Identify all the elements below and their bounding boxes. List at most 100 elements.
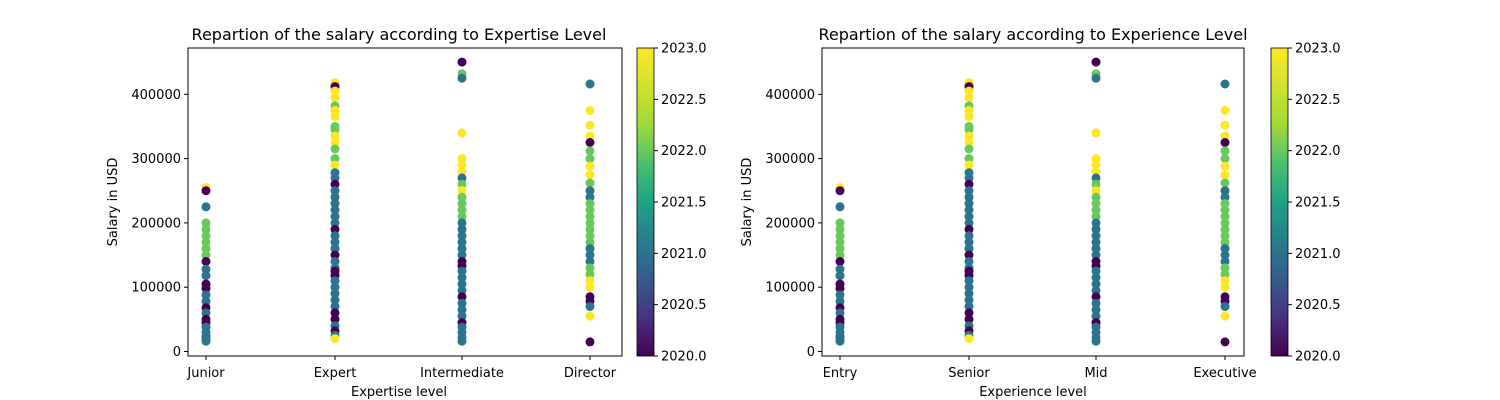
scatter-point xyxy=(1091,298,1101,308)
scatter-point xyxy=(585,186,595,196)
scatter-point xyxy=(201,250,211,260)
scatter-point xyxy=(457,305,467,315)
scatter-point xyxy=(201,257,211,266)
scatter-point xyxy=(330,334,340,344)
scatter-point xyxy=(1220,186,1230,196)
scatter-point xyxy=(1091,57,1101,67)
scatter-point xyxy=(585,120,595,130)
scatter-point xyxy=(1091,73,1101,83)
scatter-point xyxy=(1091,154,1101,164)
scatter-point xyxy=(457,266,467,276)
scatter-point xyxy=(1220,263,1230,273)
x-tick-label: Intermediate xyxy=(420,366,504,381)
scatter-point xyxy=(1220,311,1230,321)
colorbar-tick-label: 2022.0 xyxy=(1295,144,1341,159)
scatter-point xyxy=(835,257,845,266)
colorbar-tick-label: 2022.0 xyxy=(661,144,707,159)
scatter-point xyxy=(585,199,595,209)
scatter-point xyxy=(964,276,974,286)
scatter-point xyxy=(964,125,974,135)
y-tick-label: 400000 xyxy=(765,88,815,103)
scatter-point xyxy=(964,334,974,344)
scatter-point xyxy=(585,269,595,279)
scatter-point xyxy=(835,231,845,241)
scatter-point xyxy=(585,231,595,241)
scatter-point xyxy=(964,199,974,209)
scatter-point xyxy=(330,138,340,147)
scatter-point xyxy=(1091,218,1101,228)
scatter-point xyxy=(1220,178,1230,188)
scatter-point xyxy=(964,302,974,311)
scatter-point xyxy=(457,336,467,346)
scatter-point xyxy=(457,311,467,321)
scatter-point xyxy=(330,244,340,254)
scatter-point xyxy=(835,224,845,234)
scatter-point xyxy=(1091,305,1101,315)
colorbar xyxy=(1270,47,1289,357)
scatter-point xyxy=(330,154,340,164)
scatter-point xyxy=(835,271,845,281)
scatter-point xyxy=(457,179,467,189)
scatter-point xyxy=(964,138,974,147)
scatter-point xyxy=(457,205,467,215)
scatter-point xyxy=(585,282,595,292)
scatter-point xyxy=(1220,154,1230,164)
scatter-point xyxy=(457,154,467,164)
y-tick-label: 200000 xyxy=(131,216,181,231)
scatter-point xyxy=(1091,167,1101,176)
scatter-point xyxy=(1220,250,1230,260)
x-tick-label: Executive xyxy=(1193,366,1256,381)
scatter-marks xyxy=(835,57,1230,347)
scatter-point xyxy=(330,231,340,241)
scatter-point xyxy=(330,250,340,260)
scatter-point xyxy=(835,237,845,247)
colorbar-tick-label: 2022.5 xyxy=(661,93,707,108)
scatter-point xyxy=(1220,120,1230,130)
scatter-point xyxy=(964,237,974,247)
scatter-point xyxy=(964,314,974,324)
scatter-point xyxy=(964,257,974,266)
scatter-point xyxy=(964,112,974,122)
scatter-point xyxy=(964,173,974,183)
scatter-point xyxy=(457,186,467,196)
scatter-point xyxy=(1091,173,1101,183)
scatter-point xyxy=(330,276,340,286)
scatter-point xyxy=(201,218,211,228)
scatter-point xyxy=(330,105,340,115)
x-axis-label: Expertise level xyxy=(351,385,447,400)
scatter-point xyxy=(201,308,211,318)
scatter-point xyxy=(1220,276,1230,286)
scatter-point xyxy=(1091,237,1101,247)
scatter-point xyxy=(585,154,595,164)
scatter-point xyxy=(964,244,974,254)
scatter-point xyxy=(585,178,595,188)
scatter-point xyxy=(457,231,467,241)
scatter-point xyxy=(1091,212,1101,221)
scatter-point xyxy=(835,296,845,306)
scatter-point xyxy=(201,284,211,293)
scatter-point xyxy=(457,173,467,183)
scatter-point xyxy=(964,282,974,292)
scatter-point xyxy=(457,224,467,234)
scatter-point xyxy=(457,292,467,302)
scatter-point xyxy=(585,276,595,286)
scatter-point xyxy=(964,224,974,234)
scatter-point xyxy=(457,279,467,289)
scatter-point xyxy=(964,179,974,189)
scatter-point xyxy=(1091,292,1101,302)
scatter-point xyxy=(330,199,340,209)
scatter-point xyxy=(1091,179,1101,189)
scatter-point xyxy=(1091,192,1101,202)
scatter-point xyxy=(1220,192,1230,202)
scatter-point xyxy=(835,186,845,196)
scatter-point xyxy=(835,336,845,346)
scatter-point xyxy=(1220,79,1230,89)
y-tick-label: 300000 xyxy=(131,152,181,167)
scatter-point xyxy=(330,144,340,154)
colorbar-tick-label: 2020.5 xyxy=(1295,298,1341,313)
scatter-point xyxy=(1220,244,1230,254)
scatter-point xyxy=(1220,138,1230,147)
scatter-point xyxy=(835,202,845,212)
scatter-point xyxy=(835,244,845,254)
scatter-point xyxy=(835,308,845,318)
